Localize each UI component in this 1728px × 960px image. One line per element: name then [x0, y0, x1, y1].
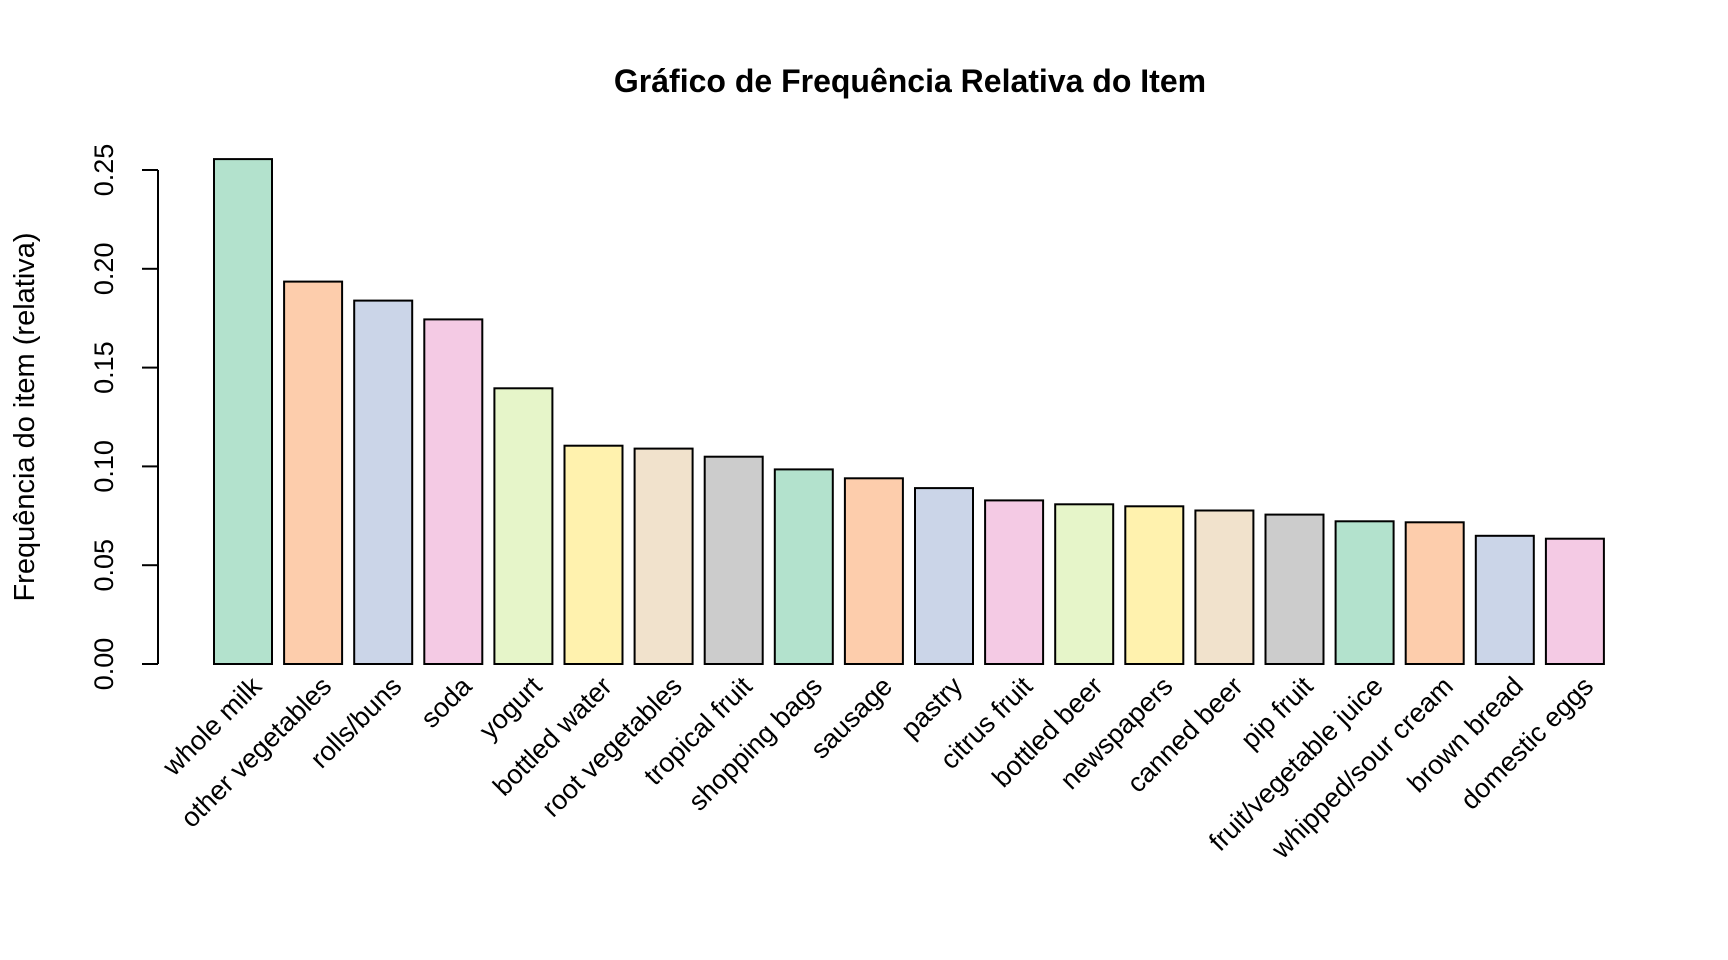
bar [213, 158, 273, 665]
bar [1474, 534, 1535, 665]
bar [984, 499, 1045, 665]
bar [914, 487, 974, 665]
bar [703, 455, 764, 666]
y-tick-label: 0.25 [89, 144, 119, 197]
bar [423, 318, 484, 665]
bar [843, 477, 904, 665]
bars [213, 158, 1605, 666]
bar [1124, 505, 1185, 665]
y-tick-label: 0.15 [89, 341, 119, 394]
y-axis-label: Frequência do item (relativa) [9, 232, 41, 601]
bar [1194, 509, 1255, 665]
bar [283, 280, 344, 665]
y-tick-label: 0.20 [89, 243, 119, 296]
y-tick-label: 0.00 [89, 638, 119, 691]
bar [563, 444, 624, 666]
x-tick-label: soda [415, 670, 478, 733]
y-axis: 0.00 0.05 0.10 0.15 0.20 0.25 [89, 144, 159, 691]
bar [773, 468, 834, 665]
bar [633, 447, 694, 665]
y-tick-label: 0.05 [89, 539, 119, 592]
bar [1334, 520, 1395, 665]
bar [493, 387, 554, 665]
bar [1404, 521, 1465, 665]
bar [1544, 537, 1605, 666]
chart-title: Gráfico de Frequência Relativa do Item [614, 63, 1206, 99]
bar [1054, 503, 1115, 665]
y-tick-label: 0.10 [89, 440, 119, 493]
bar [353, 299, 414, 665]
bar [1264, 513, 1325, 665]
